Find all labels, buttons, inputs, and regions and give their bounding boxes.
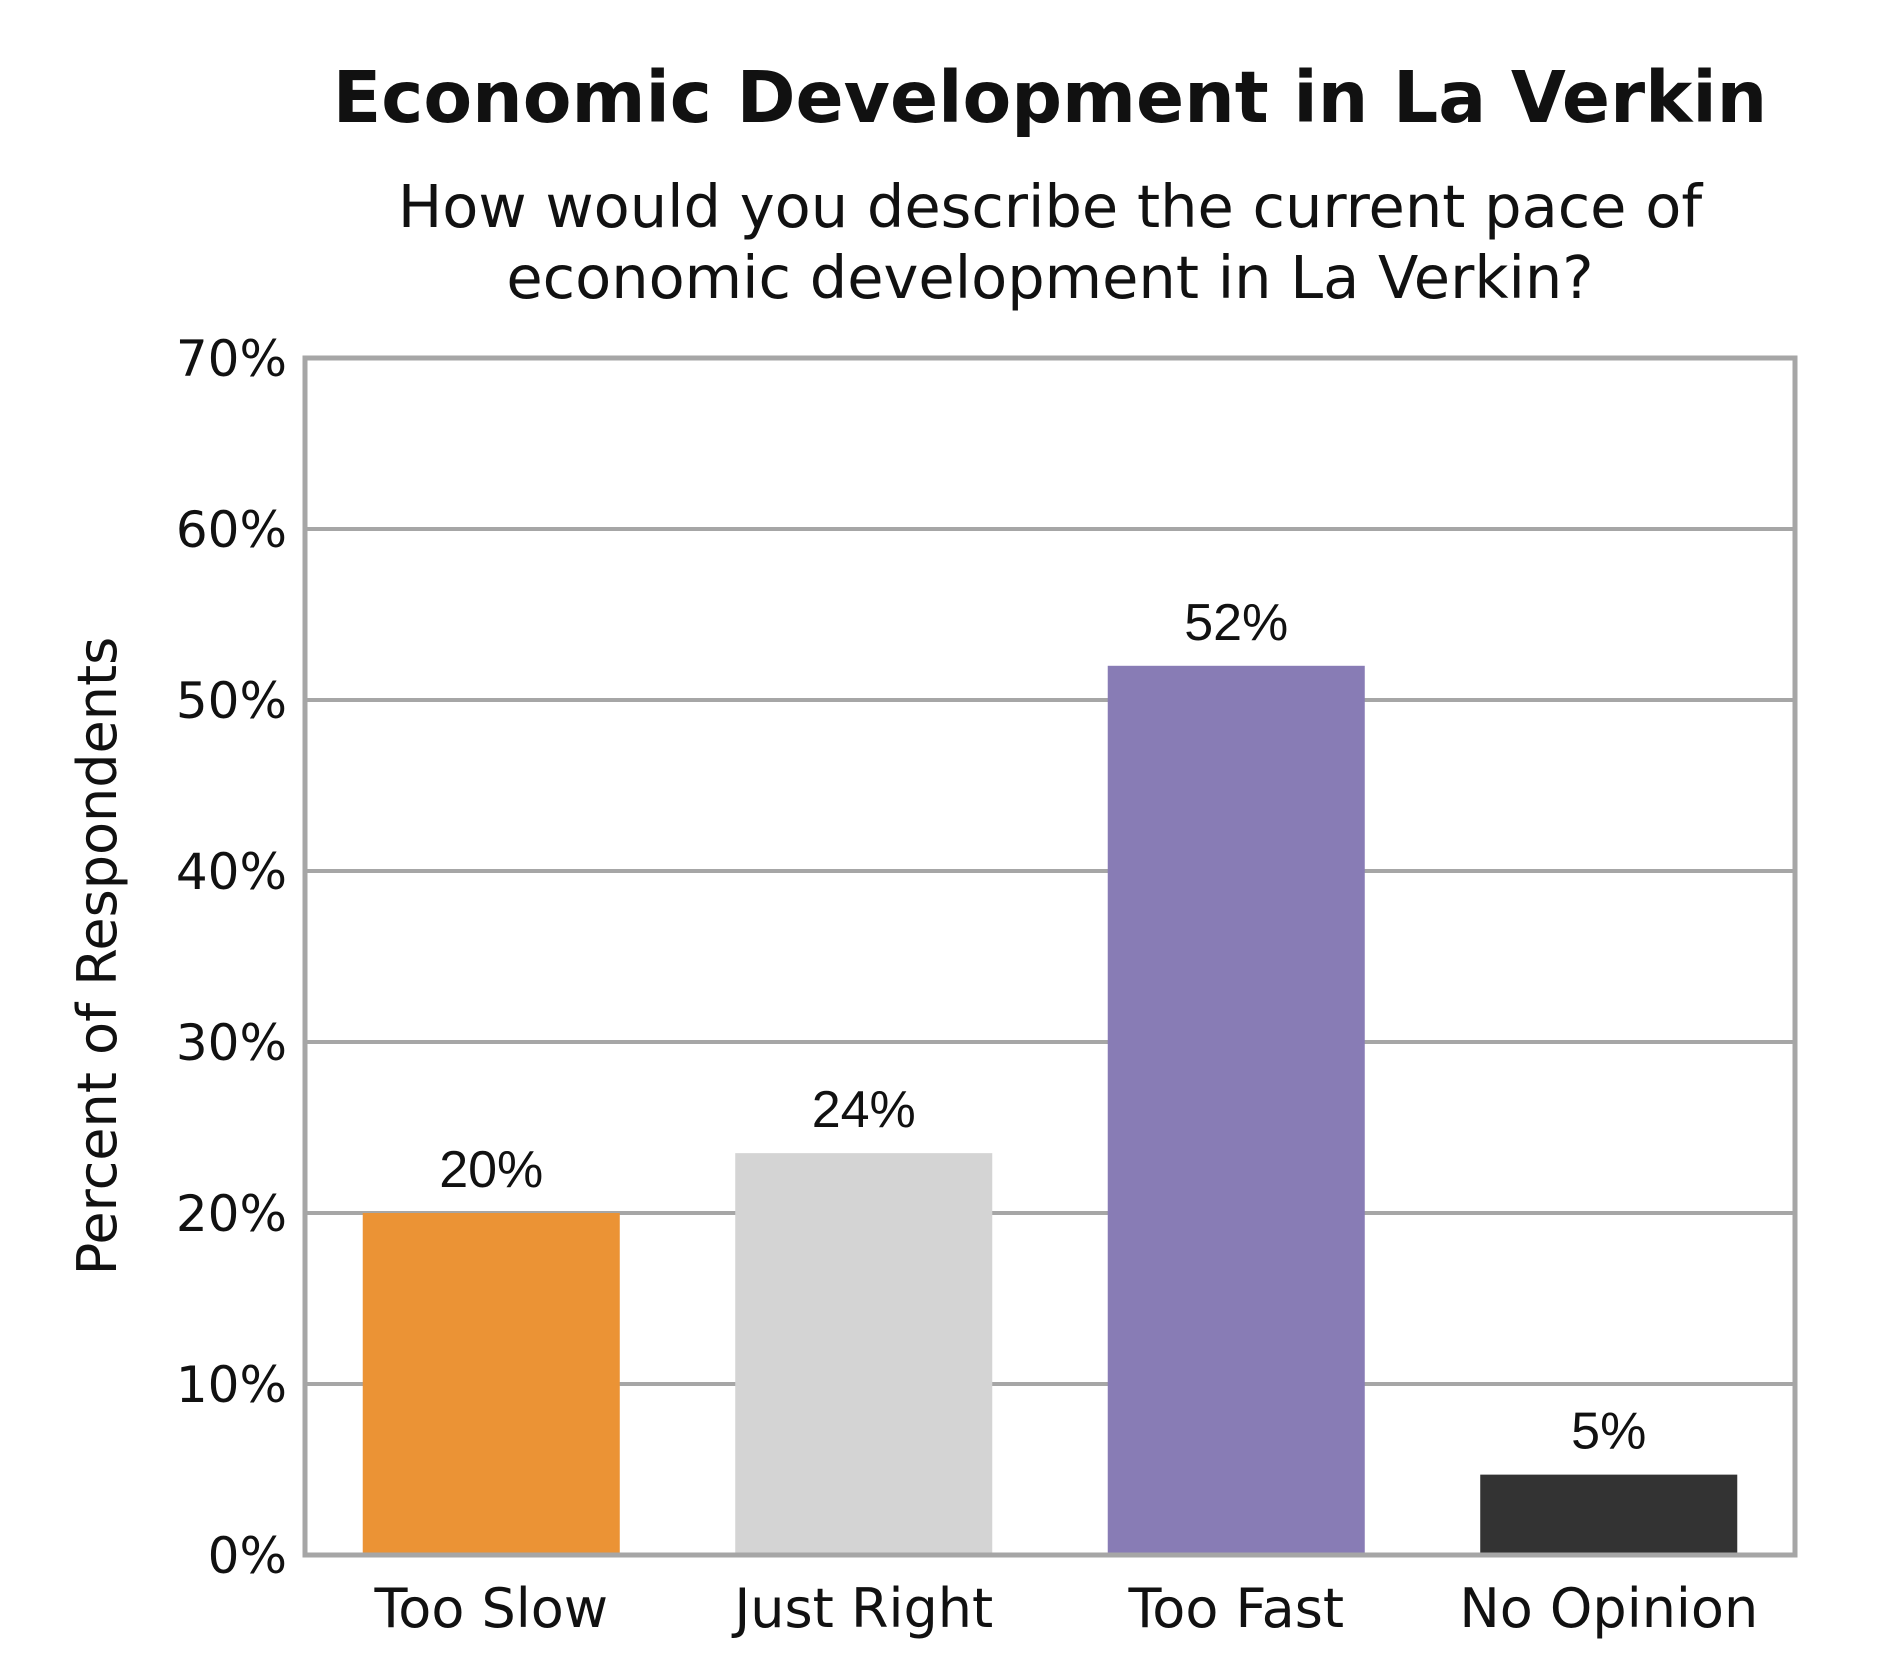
bar — [362, 1213, 620, 1555]
data-labels: 20% 24% 52% 5% — [439, 594, 1646, 1461]
y-tick-label: 40% — [176, 843, 287, 901]
category-labels: Too Slow Just Right Too Fast No Opinion — [373, 1577, 1758, 1640]
x-tick-label: No Opinion — [1459, 1577, 1758, 1640]
plot-frame — [302, 355, 1798, 1558]
x-tick-label: Just Right — [731, 1577, 993, 1640]
bar-value-label: 20% — [439, 1141, 543, 1199]
y-tick-label: 20% — [176, 1185, 287, 1243]
y-tick-label: 30% — [176, 1014, 287, 1072]
y-tick-label: 60% — [176, 501, 287, 559]
chart-subtitle-line-2: economic development in La Verkin? — [506, 243, 1593, 312]
y-axis-label: Percent of Respondents — [66, 637, 129, 1276]
bar — [1107, 665, 1365, 1555]
x-tick-label: Too Fast — [1127, 1577, 1344, 1640]
y-tick-label: 10% — [176, 1356, 287, 1414]
bar-value-label: 24% — [812, 1081, 916, 1139]
chart-title: Economic Development in La Verkin — [333, 56, 1767, 139]
bar-value-label: 5% — [1571, 1403, 1646, 1461]
chart-subtitle-line-1: How would you describe the current pace … — [398, 172, 1703, 241]
y-tick-label: 50% — [176, 672, 287, 730]
bar — [1480, 1474, 1738, 1555]
bar — [735, 1153, 993, 1555]
y-axis-ticks: 0% 10% 20% 30% 40% 50% 60% 70% — [176, 330, 287, 1585]
y-tick-label: 70% — [176, 330, 287, 388]
bars — [362, 665, 1738, 1555]
x-tick-label: Too Slow — [373, 1577, 608, 1640]
bar-value-label: 52% — [1184, 594, 1288, 652]
y-tick-label: 0% — [208, 1527, 287, 1585]
